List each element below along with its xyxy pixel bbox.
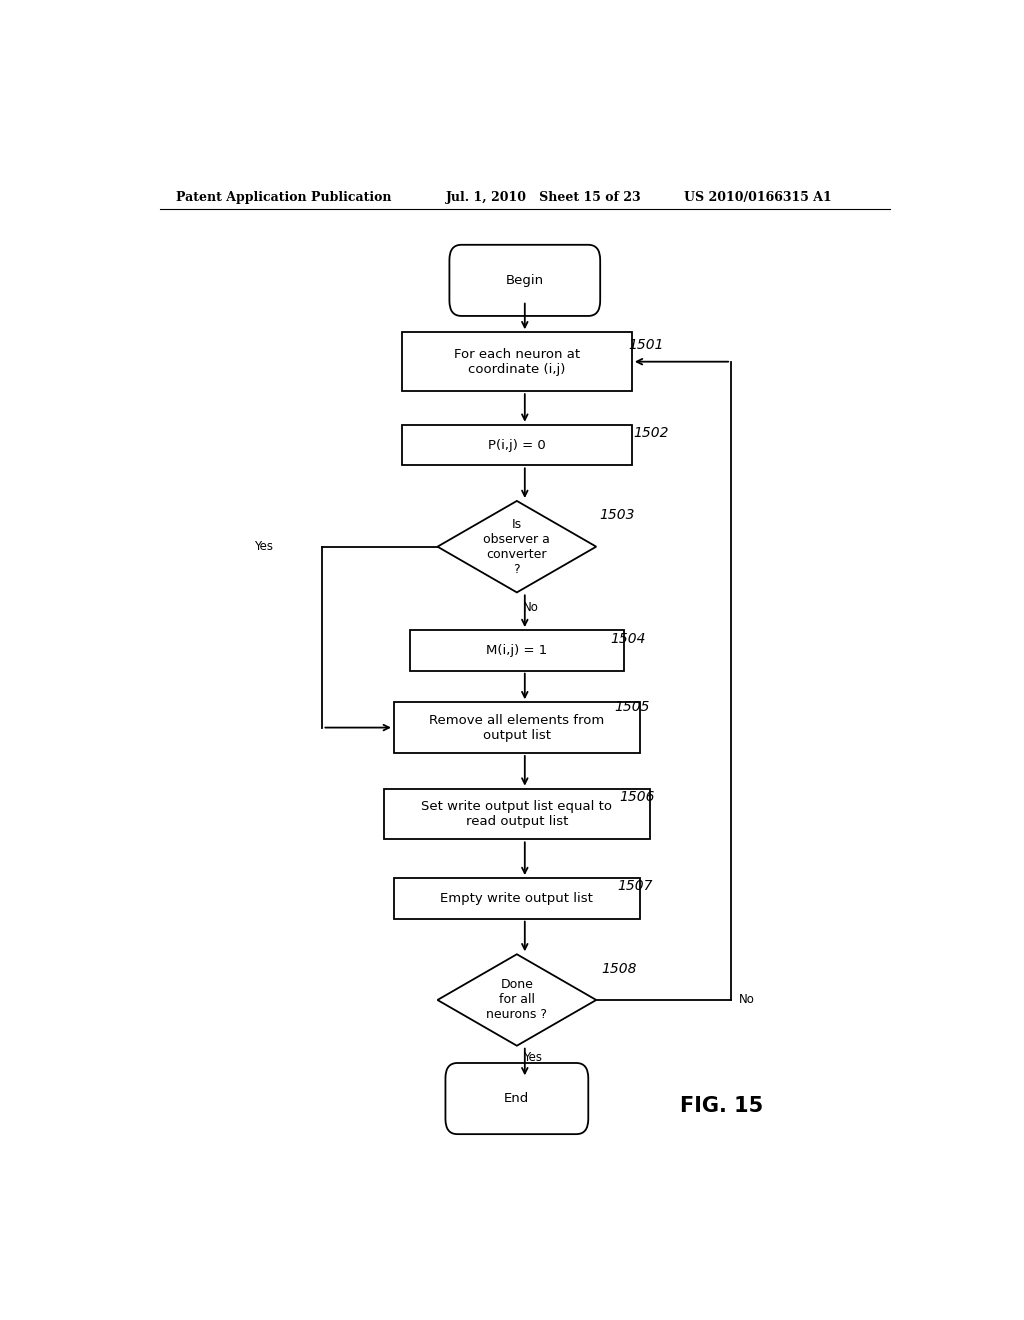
Text: 1504: 1504	[610, 632, 646, 647]
Text: Done
for all
neurons ?: Done for all neurons ?	[486, 978, 548, 1022]
Text: Patent Application Publication: Patent Application Publication	[176, 190, 391, 203]
Text: Yes: Yes	[254, 540, 273, 553]
Text: Empty write output list: Empty write output list	[440, 892, 593, 904]
Text: Begin: Begin	[506, 273, 544, 286]
Bar	[384, 788, 650, 840]
Text: 1505: 1505	[614, 700, 650, 714]
Text: 1503: 1503	[599, 508, 635, 523]
Bar	[394, 702, 640, 752]
Text: M(i,j) = 1: M(i,j) = 1	[486, 644, 548, 657]
Text: 1502: 1502	[634, 426, 669, 440]
Text: 1506: 1506	[620, 789, 654, 804]
FancyBboxPatch shape	[450, 244, 600, 315]
Text: 1507: 1507	[616, 879, 652, 894]
Text: 1501: 1501	[628, 338, 664, 352]
Bar	[401, 333, 632, 391]
Text: No: No	[523, 601, 539, 614]
Text: Remove all elements from
output list: Remove all elements from output list	[429, 714, 604, 742]
Text: Jul. 1, 2010   Sheet 15 of 23: Jul. 1, 2010 Sheet 15 of 23	[445, 190, 641, 203]
Text: No: No	[739, 994, 755, 1006]
Text: Yes: Yes	[523, 1051, 543, 1064]
FancyBboxPatch shape	[445, 1063, 588, 1134]
Text: Is
observer a
converter
?: Is observer a converter ?	[483, 517, 550, 576]
Text: For each neuron at
coordinate (i,j): For each neuron at coordinate (i,j)	[454, 347, 580, 376]
Bar	[410, 630, 624, 671]
Bar	[401, 425, 632, 466]
Polygon shape	[437, 954, 596, 1045]
Polygon shape	[437, 500, 596, 593]
Text: FIG. 15: FIG. 15	[680, 1096, 763, 1115]
Text: 1508: 1508	[602, 962, 637, 977]
Bar	[394, 878, 640, 919]
Text: Set write output list equal to
read output list: Set write output list equal to read outp…	[421, 800, 612, 828]
Text: P(i,j) = 0: P(i,j) = 0	[488, 438, 546, 451]
Text: US 2010/0166315 A1: US 2010/0166315 A1	[684, 190, 831, 203]
Text: End: End	[504, 1092, 529, 1105]
